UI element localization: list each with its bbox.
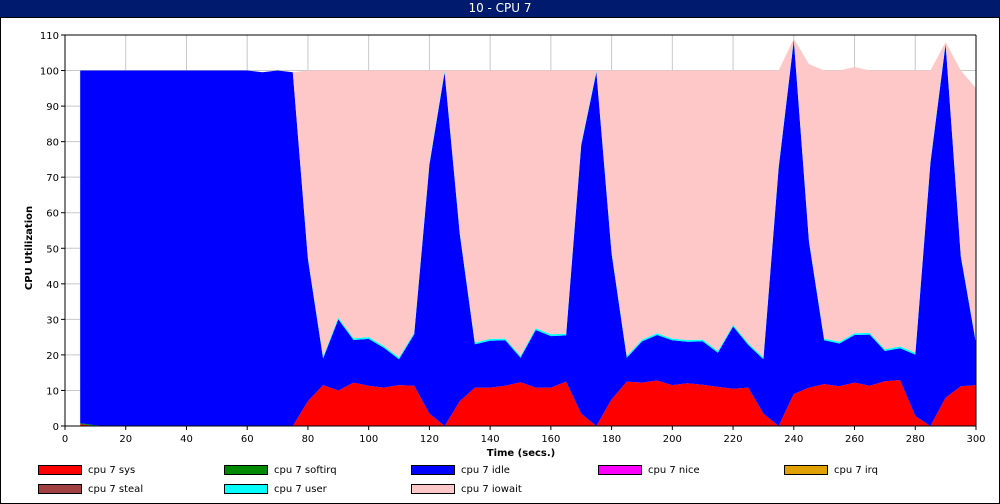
x-tick-label: 200 <box>663 434 682 445</box>
cpu-utilization-chart: 0 10 20 30 40 50 60 70 80 90 100 110 0 20 40 60 80 100 120… <box>24 31 986 459</box>
y-tick-label: 80 <box>46 138 59 149</box>
legend-item: cpu 7 user <box>224 484 327 495</box>
y-axis-label: CPU Utilization <box>24 206 35 290</box>
x-tick-label: 60 <box>241 434 254 445</box>
x-tick-label: 100 <box>359 434 378 445</box>
area-cpu-7-idle <box>80 40 976 427</box>
x-tick-label: 180 <box>602 434 621 445</box>
x-tick-label: 40 <box>180 434 193 445</box>
x-tick-label: 220 <box>724 434 743 445</box>
legend-item: cpu 7 sys <box>38 465 135 476</box>
window-title: 10 - CPU 7 <box>0 0 1000 17</box>
x-tick-label: 80 <box>302 434 315 445</box>
legend-swatch <box>224 484 268 494</box>
legend-swatch <box>224 465 268 475</box>
y-tick-label: 10 <box>46 386 59 397</box>
x-tick-label: 260 <box>845 434 864 445</box>
legend-label: cpu 7 irq <box>834 465 878 476</box>
legend-label: cpu 7 softirq <box>274 465 337 476</box>
y-tick-label: 100 <box>40 67 59 78</box>
legend-item: cpu 7 nice <box>598 465 700 476</box>
area-cpu-7-sys <box>80 380 976 426</box>
x-tick-label: 120 <box>420 434 439 445</box>
legend-label: cpu 7 steal <box>88 484 144 495</box>
legend-item: cpu 7 softirq <box>224 465 337 476</box>
x-tick-label: 280 <box>906 434 925 445</box>
x-tick-label: 240 <box>784 434 803 445</box>
legend-item: cpu 7 iowait <box>411 484 522 495</box>
legend-item: cpu 7 steal <box>38 484 143 495</box>
legend-swatch <box>411 484 455 494</box>
legend-swatch <box>411 465 455 475</box>
axes: 0 10 20 30 40 50 60 70 80 90 100 110 0 20 40 60 80 100 120… <box>40 31 986 445</box>
legend-item: cpu 7 idle <box>411 465 510 476</box>
y-tick-label: 40 <box>46 280 59 291</box>
legend-label: cpu 7 nice <box>648 465 700 476</box>
legend-swatch <box>784 465 828 475</box>
y-tick-label: 0 <box>53 422 59 433</box>
legend-item: cpu 7 irq <box>784 465 878 476</box>
stacked-areas <box>80 38 976 427</box>
legend: cpu 7 sys cpu 7 softirq cpu 7 idle cpu 7 ni… <box>0 462 1000 502</box>
x-tick-label: 160 <box>541 434 560 445</box>
x-tick-label: 300 <box>966 434 985 445</box>
y-tick-label: 50 <box>46 244 59 255</box>
x-axis-label: Time (secs.) <box>487 448 556 459</box>
legend-label: cpu 7 sys <box>88 465 136 476</box>
x-tick-label: 0 <box>62 434 68 445</box>
x-tick-label: 20 <box>119 434 132 445</box>
y-tick-label: 90 <box>46 102 59 113</box>
y-tick-label: 60 <box>46 209 59 220</box>
legend-swatch <box>598 465 642 475</box>
y-tick-label: 30 <box>46 315 59 326</box>
y-tick-label: 110 <box>40 31 59 42</box>
legend-label: cpu 7 user <box>274 484 327 495</box>
x-tick-label: 140 <box>481 434 500 445</box>
legend-swatch <box>38 465 82 475</box>
y-tick-label: 20 <box>46 351 59 362</box>
area-cpu-7-iowait <box>80 38 976 358</box>
y-tick-label: 70 <box>46 173 59 184</box>
legend-label: cpu 7 idle <box>461 465 510 476</box>
legend-label: cpu 7 iowait <box>461 484 522 495</box>
legend-swatch <box>38 484 82 494</box>
